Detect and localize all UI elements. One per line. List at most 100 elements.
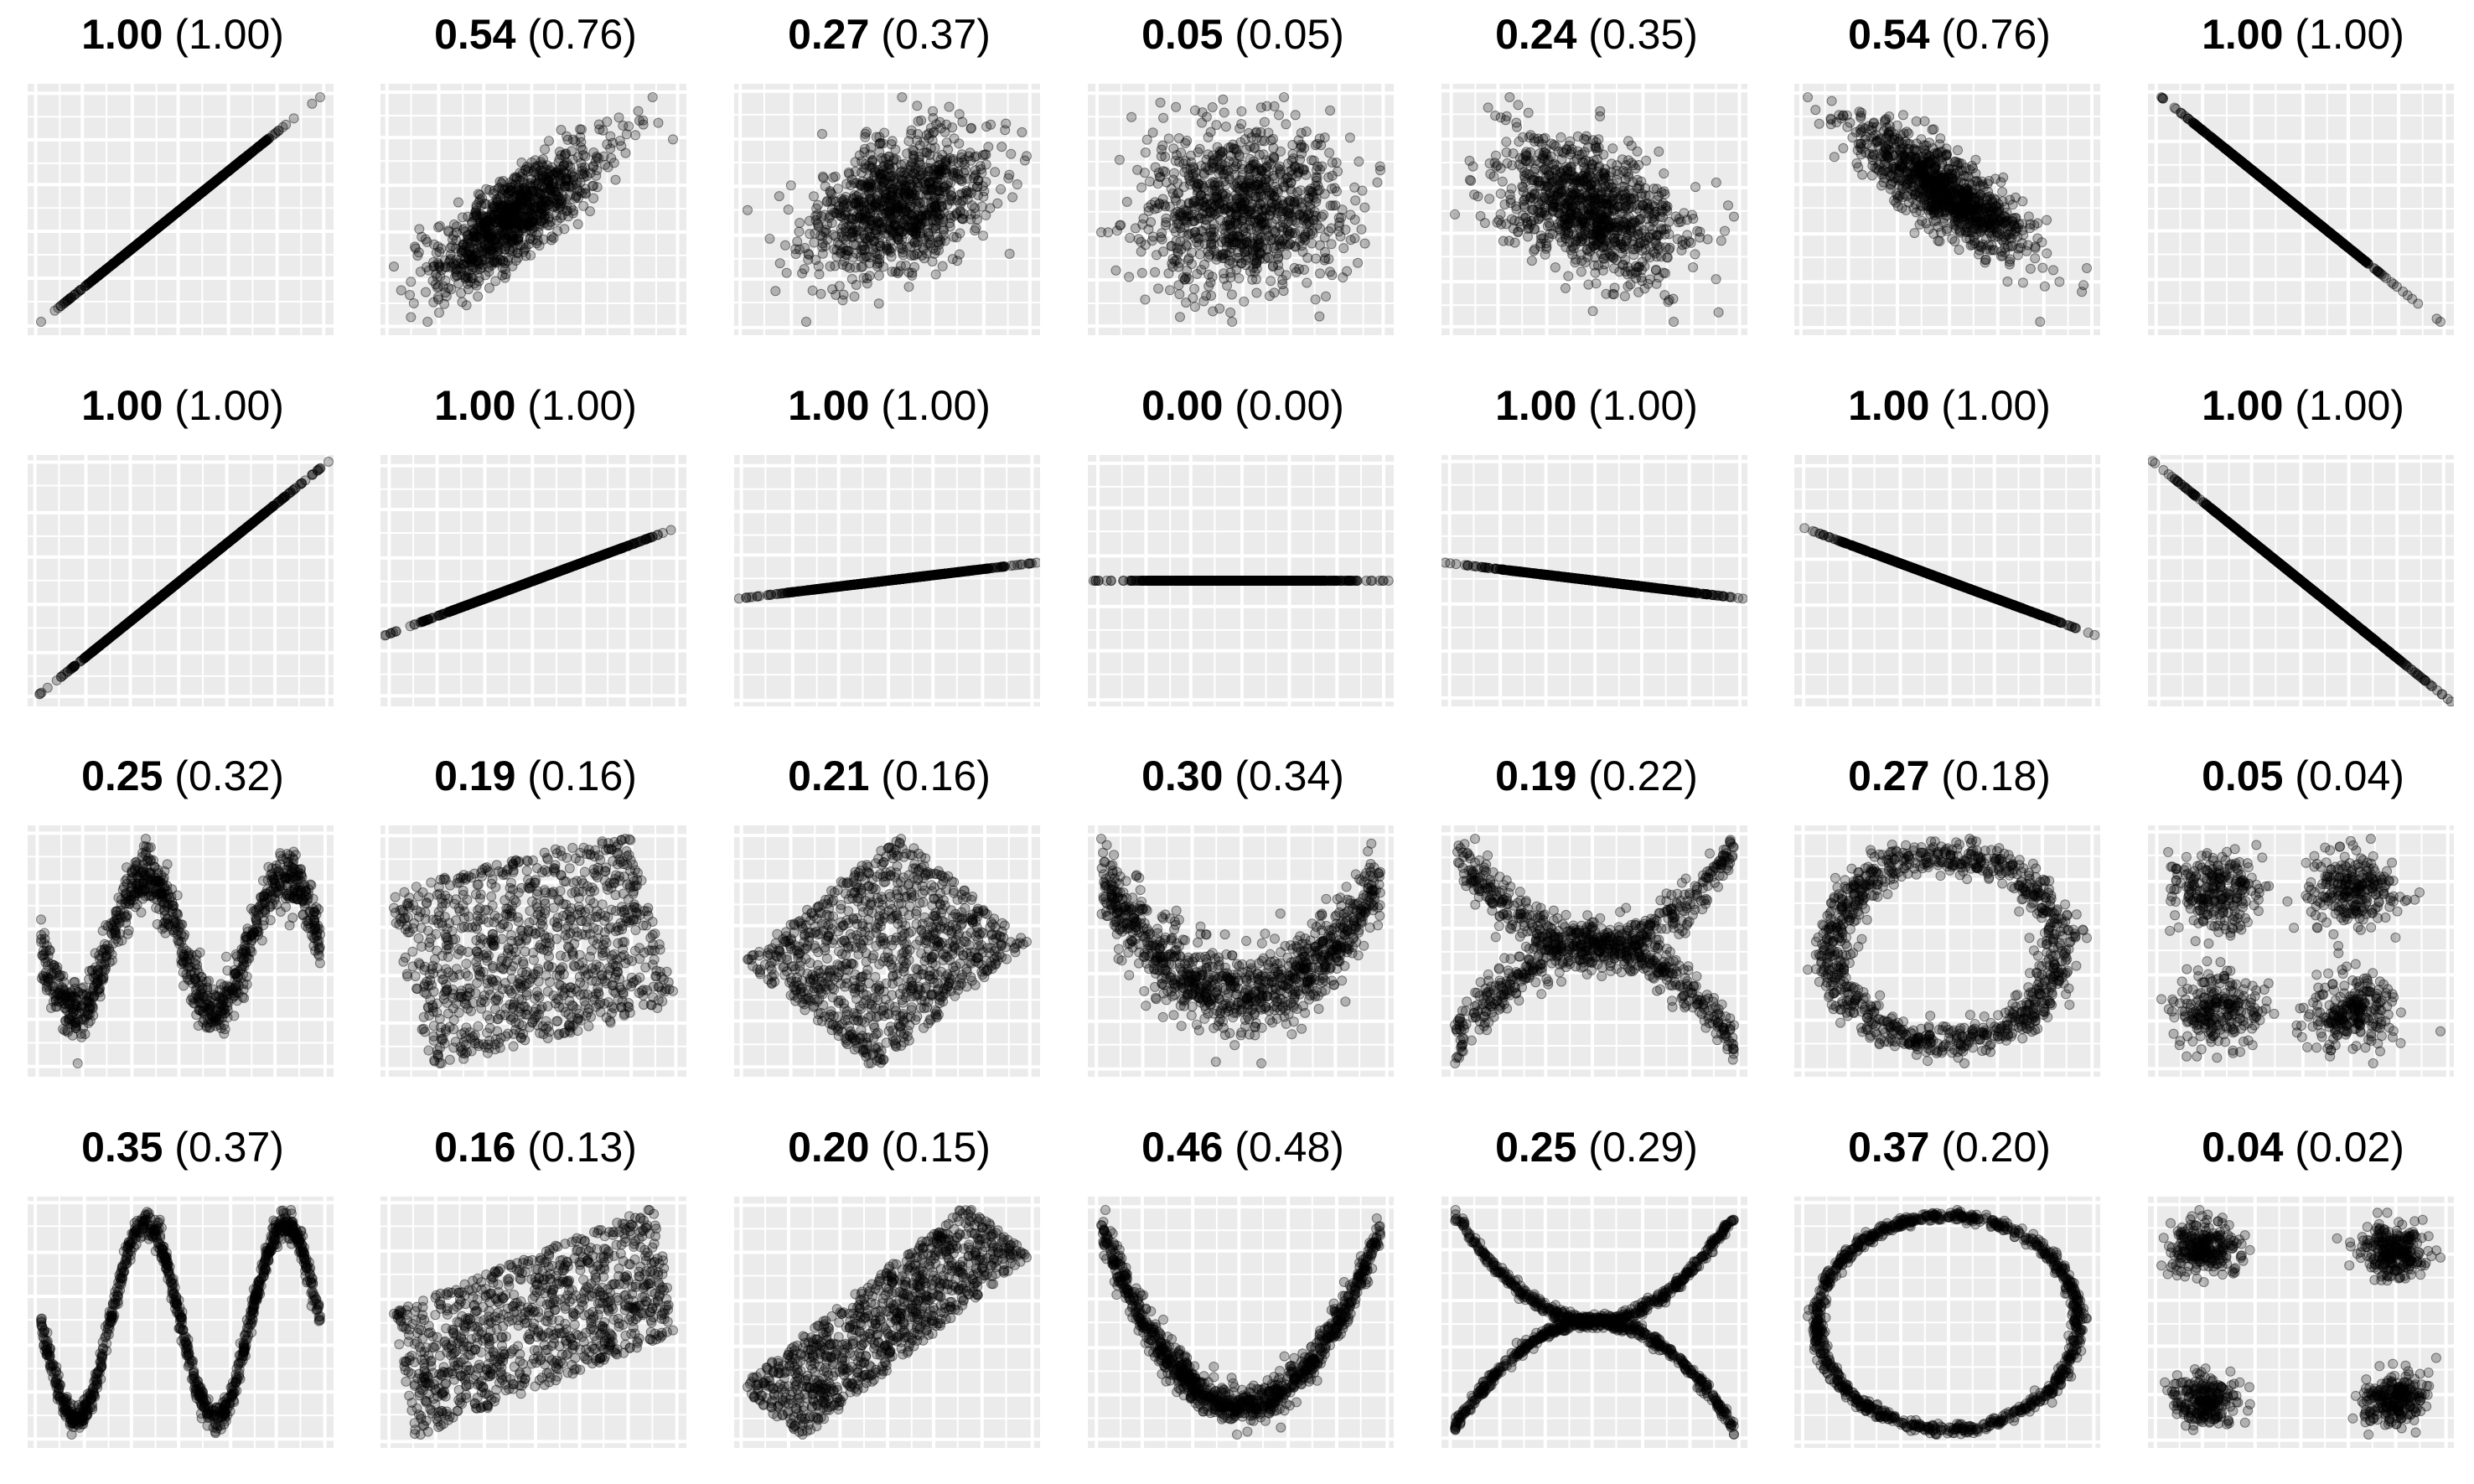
data-point xyxy=(939,186,950,197)
data-point xyxy=(542,183,553,194)
data-point xyxy=(132,239,143,250)
data-point xyxy=(512,206,523,217)
data-point xyxy=(512,189,523,200)
data-point xyxy=(133,238,143,249)
data-point xyxy=(851,178,862,189)
data-point xyxy=(93,270,104,281)
data-point xyxy=(188,194,199,205)
data-point xyxy=(846,174,857,185)
data-point xyxy=(93,271,104,281)
data-point xyxy=(145,229,156,240)
data-point xyxy=(1235,137,1246,147)
data-point xyxy=(185,196,196,207)
data-point xyxy=(1268,185,1279,196)
data-point xyxy=(859,204,869,215)
data-point xyxy=(528,215,539,225)
data-point xyxy=(125,245,136,256)
data-point xyxy=(1167,188,1178,199)
data-point xyxy=(228,162,239,173)
data-point xyxy=(446,284,457,295)
data-point xyxy=(134,237,145,248)
data-point xyxy=(127,244,137,254)
data-point xyxy=(179,201,189,212)
data-point xyxy=(907,210,918,221)
data-point xyxy=(546,178,557,189)
data-point xyxy=(884,213,895,224)
data-point xyxy=(489,202,500,212)
data-point xyxy=(1290,228,1301,238)
data-point xyxy=(191,191,202,202)
data-point xyxy=(473,255,484,266)
data-point xyxy=(434,220,445,231)
data-point xyxy=(906,210,917,221)
data-point xyxy=(513,215,524,226)
data-point xyxy=(188,194,199,205)
data-point xyxy=(207,178,218,189)
data-point xyxy=(167,210,178,221)
panel-title-value: 0.05 xyxy=(1141,11,1223,58)
data-point xyxy=(968,173,979,184)
data-point xyxy=(137,235,148,246)
data-point xyxy=(916,251,927,261)
data-point xyxy=(896,243,907,254)
data-point xyxy=(1253,179,1263,190)
data-point xyxy=(445,243,456,253)
data-point xyxy=(1251,221,1262,232)
data-point xyxy=(105,261,116,271)
data-point xyxy=(1111,225,1122,236)
data-point xyxy=(819,209,830,220)
data-point xyxy=(634,116,644,126)
data-point xyxy=(94,270,104,281)
data-point xyxy=(907,270,918,281)
data-point xyxy=(222,166,233,177)
data-point xyxy=(132,238,143,249)
data-point xyxy=(163,214,174,225)
data-point xyxy=(180,200,191,211)
data-point xyxy=(865,238,876,249)
data-point xyxy=(519,194,529,204)
data-point xyxy=(859,215,870,225)
data-point xyxy=(868,235,879,246)
data-point xyxy=(179,201,190,212)
data-point xyxy=(545,184,556,195)
data-point xyxy=(1209,180,1219,191)
data-point xyxy=(924,184,935,194)
data-point xyxy=(536,216,546,227)
data-point xyxy=(495,244,505,255)
data-point xyxy=(200,184,211,194)
data-point xyxy=(93,270,104,281)
data-point xyxy=(478,211,489,222)
data-point xyxy=(468,254,479,265)
data-point xyxy=(173,206,184,217)
data-point xyxy=(187,194,198,205)
data-point xyxy=(517,215,528,225)
data-point xyxy=(150,225,161,235)
data-point xyxy=(443,257,454,268)
data-point xyxy=(140,232,151,243)
data-point xyxy=(163,214,173,225)
data-point xyxy=(501,232,512,243)
data-point xyxy=(905,160,916,171)
data-point xyxy=(1281,173,1292,183)
data-point xyxy=(930,162,941,172)
data-point xyxy=(525,220,536,231)
data-point xyxy=(571,179,582,190)
data-point xyxy=(868,244,878,255)
data-point xyxy=(121,248,132,259)
data-point xyxy=(973,175,984,186)
data-point xyxy=(1219,273,1229,284)
data-point xyxy=(115,252,126,263)
data-point xyxy=(865,204,876,215)
data-point xyxy=(875,137,886,148)
data-point xyxy=(532,201,543,212)
data-point xyxy=(892,207,903,217)
data-point xyxy=(464,246,475,257)
data-point xyxy=(194,189,205,199)
data-point xyxy=(898,179,909,190)
data-point xyxy=(872,191,882,202)
data-point xyxy=(856,199,867,210)
data-point xyxy=(179,201,190,212)
data-point xyxy=(168,210,179,221)
data-point xyxy=(953,168,964,179)
data-point xyxy=(562,134,573,145)
